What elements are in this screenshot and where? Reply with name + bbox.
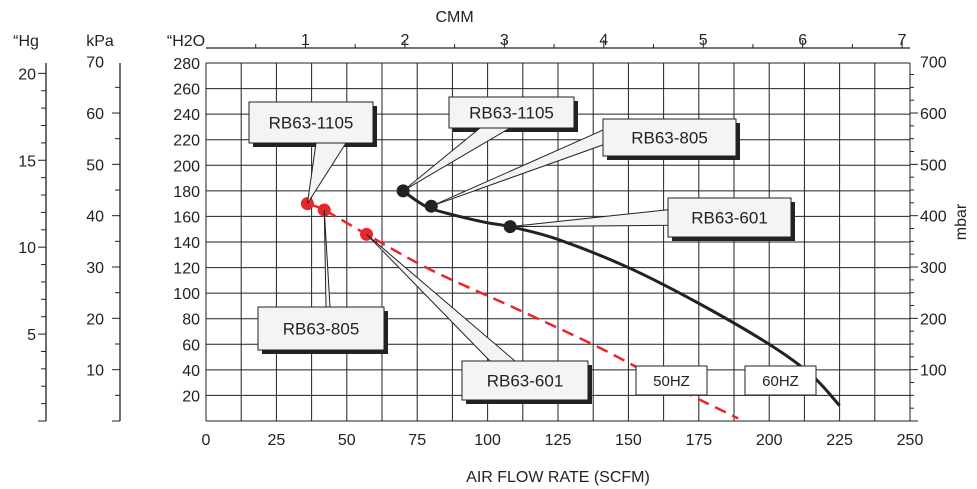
chart-callouts: RB63-1105 RB63-805 RB63-601 RB63-1105 RB63-8… [248,96,795,404]
x-tick-label: 100 [474,432,501,449]
callout-label: RB63-601 [487,372,564,391]
callout-pointer [323,210,331,308]
top-axis-tick-label: 3 [500,32,509,49]
chart-labels: 50HZ 60HZ [635,365,817,396]
y-tick-label: 100 [173,286,200,303]
callout-pointer [366,233,517,362]
callout-pointer [510,209,669,228]
kpa-tick-label: 60 [86,106,104,123]
callout-rb63-1105-60hz: RB63-1105 [402,96,578,192]
kpa-tick-label: 20 [86,311,104,328]
top-axis-tick-label: 5 [699,32,708,49]
callout-rb63-1105-50hz: RB63-1105 [248,101,377,204]
hg-tick-label: 15 [18,153,36,170]
callout-label: RB63-805 [283,320,360,339]
y-tick-label: 180 [173,184,200,201]
series-label-50hz: 50HZ [653,373,690,390]
x-tick-label: 125 [545,432,572,449]
top-axis-tick-label: 7 [898,32,907,49]
mbar-tick-label: 100 [920,363,947,380]
y-tick-label: 60 [182,337,200,354]
callout-label: RB63-601 [691,209,768,228]
y-tick-label: 280 [173,56,200,73]
x-axis-label: AIR FLOW RATE (SCFM) [466,469,650,486]
callout-pointer [306,142,347,204]
series-label-box-50hz [635,365,708,396]
callout-rb63-601-50hz: RB63-601 [366,233,592,404]
y-tick-label: 80 [182,312,200,329]
callout-pointer [431,129,604,207]
x-tick-label: 150 [615,432,642,449]
kpa-tick-label: 10 [86,363,104,380]
y-tick-label: 40 [182,363,200,380]
hg-tick-label: 10 [18,240,36,257]
callout-rb63-805-50hz: RB63-805 [257,210,388,354]
y-tick-label: 20 [182,388,200,405]
callout-box [602,118,737,157]
y-tick-label: 220 [173,133,200,150]
x-tick-label: 75 [408,432,426,449]
x-tick-label: 175 [685,432,712,449]
chart-curves [300,184,841,420]
hg-tick-label: 20 [18,66,36,83]
mbar-axis-label: mbar [953,203,970,240]
hg-tick-label: 5 [27,327,36,344]
x-tick-label: 250 [897,432,924,449]
y-tick-label: 240 [173,107,200,124]
kpa-tick-label: 40 [86,209,104,226]
series-label-60hz: 60HZ [762,373,799,390]
mbar-tick-label: 200 [920,311,947,328]
callout-rb63-601-60hz: RB63-601 [510,197,795,241]
series-label-box-60hz [744,365,817,396]
y-tick-label: 260 [173,82,200,99]
mbar-tick-label: 300 [920,260,947,277]
callout-box [667,197,792,238]
top-axis-tick-label: 1 [301,32,310,49]
kpa-tick-label: 70 [86,55,104,72]
kpa-tick-label: 50 [86,157,104,174]
callout-label: RB63-1105 [469,104,554,123]
y-tick-label: 120 [173,261,200,278]
x-tick-label: 25 [268,432,286,449]
mbar-tick-label: 500 [920,157,947,174]
callout-label: RB63-805 [631,129,708,148]
top-axis-tick-label: 2 [400,32,409,49]
x-tick-label: 50 [338,432,356,449]
kpa-tick-label: 30 [86,260,104,277]
x-tick-label: 200 [756,432,783,449]
y-tick-label: 160 [173,209,200,226]
callout-box [461,360,589,401]
callout-rb63-805-60hz: RB63-805 [431,118,740,207]
hg-axis-label: “Hg [13,33,39,50]
top-axis-label: CMM [436,9,474,26]
x-tick-label: 0 [202,432,211,449]
top-axis-tick-label: 6 [798,32,807,49]
mbar-tick-label: 600 [920,106,947,123]
callout-box [248,101,374,144]
callout-box [257,306,385,351]
y-axis-label-h2o: “H2O [167,33,205,50]
top-axis-tick-label: 4 [599,32,608,49]
mbar-tick-label: 700 [920,55,947,72]
mbar-tick-label: 400 [920,209,947,226]
x-tick-label: 225 [826,432,853,449]
y-tick-label: 140 [173,235,200,252]
y-tick-label: 200 [173,158,200,175]
callout-label: RB63-1105 [269,114,354,133]
kpa-axis-label: kPa [86,33,114,50]
callout-box [448,96,575,129]
